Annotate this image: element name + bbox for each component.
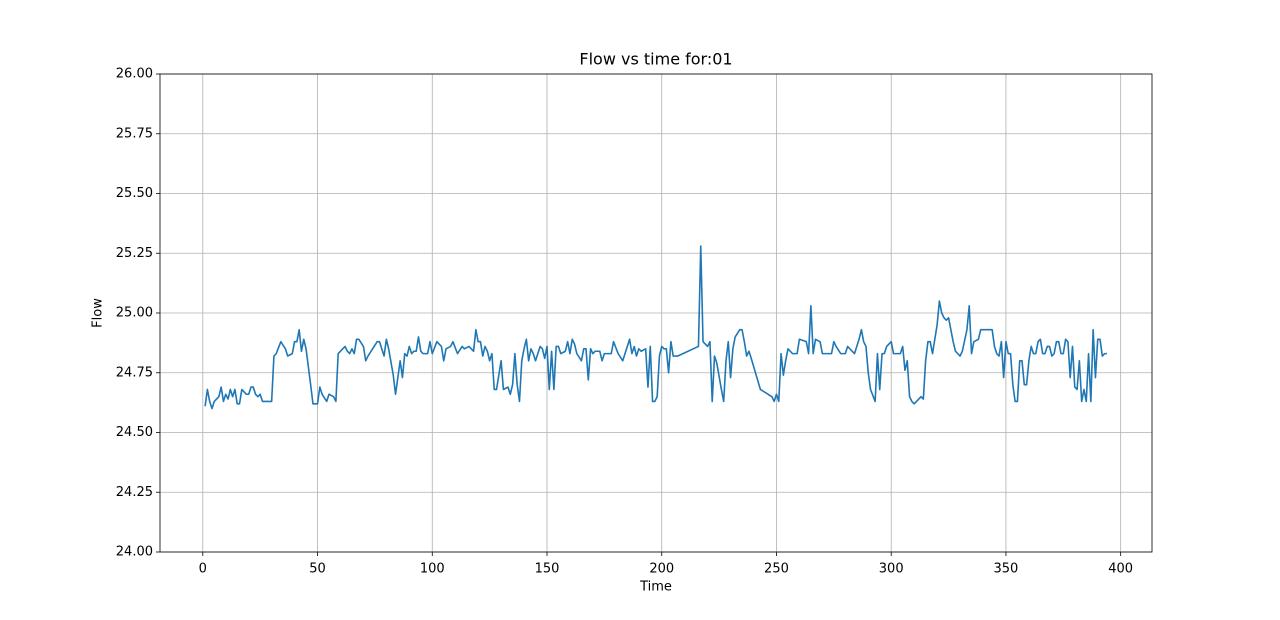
y-tick-label: 24.00 <box>116 545 153 560</box>
y-tick-label: 25.75 <box>116 126 153 141</box>
x-tick-label: 0 <box>199 562 207 577</box>
x-tick-label: 300 <box>879 562 904 577</box>
chart-title: Flow vs time for:01 <box>579 50 732 69</box>
y-tick-label: 24.25 <box>116 485 153 500</box>
data-line <box>204 245 1107 410</box>
y-tick-label: 25.00 <box>116 306 153 321</box>
x-axis-label: Time <box>639 580 672 595</box>
x-tick-label: 350 <box>994 562 1019 577</box>
y-tick-label: 24.75 <box>116 365 153 380</box>
x-tick-label: 150 <box>535 562 560 577</box>
x-tick-label: 400 <box>1108 562 1133 577</box>
x-tick-label: 200 <box>649 562 674 577</box>
y-tick-label: 25.25 <box>116 246 153 261</box>
y-tick-label: 26.00 <box>116 67 153 82</box>
x-tick-label: 100 <box>420 562 445 577</box>
y-tick-label: 24.50 <box>116 425 153 440</box>
x-tick-label: 50 <box>309 562 326 577</box>
plot-frame <box>159 73 1153 553</box>
y-axis-label: Flow <box>91 298 106 328</box>
y-tick-label: 25.50 <box>116 186 153 201</box>
x-tick-label: 250 <box>764 562 789 577</box>
